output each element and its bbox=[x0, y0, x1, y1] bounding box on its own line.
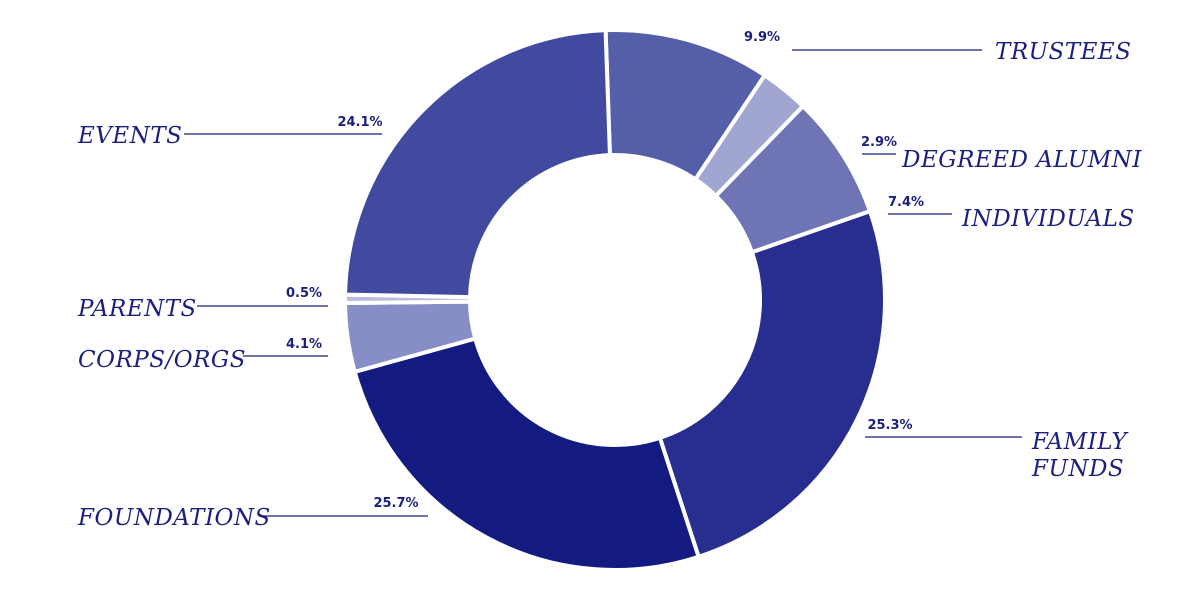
pct-label-trustees: 9.9% bbox=[744, 30, 780, 45]
pct-label-corps-orgs: 4.1% bbox=[286, 337, 322, 352]
pct-label-events: 24.1% bbox=[337, 115, 382, 130]
slice-family-funds bbox=[657, 209, 887, 559]
slice-foundations bbox=[352, 336, 701, 572]
category-label-family-funds: FAMILY FUNDS bbox=[1031, 429, 1130, 482]
pct-label-family-funds: 25.3% bbox=[867, 418, 912, 433]
pct-label-individuals: 7.4% bbox=[888, 195, 924, 210]
category-label-corps-orgs: CORPS/ORGS bbox=[78, 347, 246, 373]
category-label-parents: PARENTS bbox=[77, 296, 197, 322]
category-label-foundations: FOUNDATIONS bbox=[77, 505, 271, 531]
pct-label-parents: 0.5% bbox=[286, 286, 322, 301]
category-label-trustees: TRUSTEES bbox=[995, 39, 1131, 65]
pct-label-foundations: 25.7% bbox=[373, 496, 418, 511]
slice-annotations: 9.9% TRUSTEES 2.9% DEGREED ALUMNI 7.4% INDIVI… bbox=[77, 30, 1142, 531]
category-label-degreed-alumni: DEGREED ALUMNI bbox=[901, 147, 1142, 173]
donut-slices bbox=[343, 28, 887, 572]
pct-label-degreed-alumni: 2.9% bbox=[861, 135, 897, 150]
category-label-events: EVENTS bbox=[77, 123, 182, 149]
slice-events bbox=[343, 28, 612, 300]
category-label-individuals: INDIVIDUALS bbox=[961, 206, 1135, 232]
